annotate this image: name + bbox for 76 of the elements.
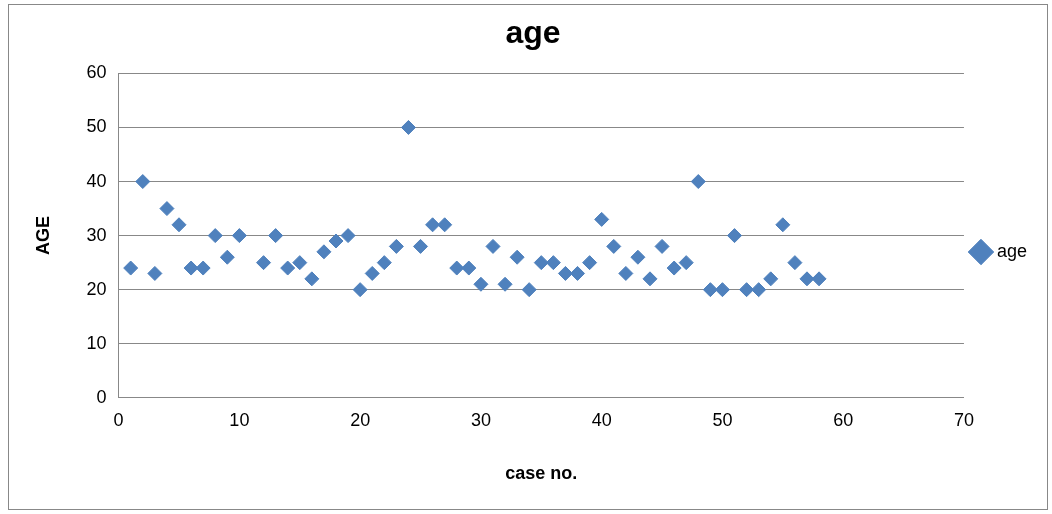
point [449,260,465,276]
y-tick-label: 20 [86,278,107,299]
point [690,174,706,190]
point [123,260,139,276]
point [787,255,803,271]
point [231,228,247,244]
x-tick-label: 10 [229,409,250,430]
x-tick-label: 20 [350,409,371,430]
y-tick-label: 50 [86,116,107,137]
point [304,271,320,287]
y-tick-label: 10 [86,332,107,353]
point [425,217,441,233]
point [195,260,211,276]
point [654,238,670,254]
x-tick-label: 30 [470,409,491,430]
point [159,201,175,217]
x-tick-label: 40 [591,409,612,430]
point [751,282,767,298]
point [521,282,537,298]
y-axis-title: AGE [32,216,53,256]
y-tick-label: 60 [86,62,107,83]
point [618,265,634,281]
point [545,255,561,271]
point [799,271,815,287]
point [207,228,223,244]
point [437,217,453,233]
point [714,282,730,298]
y-tick-label: 0 [96,386,107,407]
point [171,217,187,233]
x-tick-label: 50 [712,409,733,430]
point [509,249,525,265]
point [473,276,489,292]
point [763,271,779,287]
point [280,260,296,276]
point [340,228,356,244]
point [497,276,513,292]
point [413,238,429,254]
point [364,265,380,281]
point [775,217,791,233]
point [557,265,573,281]
point [811,271,827,287]
chart-title: age [505,14,561,51]
point [376,255,392,271]
point [461,260,477,276]
point [352,282,368,298]
x-tick-label: 0 [113,409,124,430]
x-tick-label: 70 [953,409,974,430]
point [328,233,344,249]
point [678,255,694,271]
point [292,255,308,271]
point [666,260,682,276]
y-tick-label: 30 [86,224,107,245]
point [135,174,151,190]
point [739,282,755,298]
point [388,238,404,254]
point [256,255,272,271]
point [702,282,718,298]
point [533,255,549,271]
y-tick-label: 40 [86,170,107,191]
point [582,255,598,271]
legend-label: age [996,240,1028,261]
point [594,211,610,227]
point [642,271,658,287]
point [147,265,163,281]
point [183,260,199,276]
point [268,228,284,244]
point [630,249,646,265]
x-tick-label: 60 [833,409,854,430]
point [727,228,743,244]
point [219,249,235,265]
point [606,238,622,254]
point [485,238,501,254]
point [400,119,416,135]
x-axis-title: case no. [505,463,578,484]
point [316,244,332,260]
point [570,265,586,281]
